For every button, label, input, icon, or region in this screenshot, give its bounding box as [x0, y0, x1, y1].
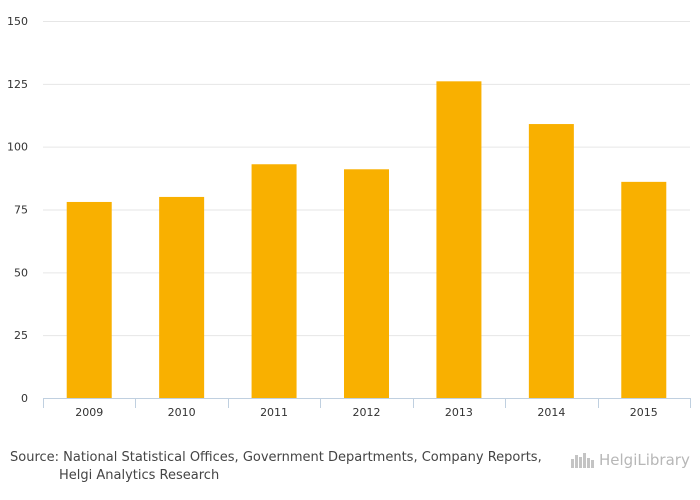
y-tick-label: 125 — [7, 78, 28, 91]
bar-2012 — [344, 169, 389, 398]
bar-2015 — [621, 181, 667, 398]
bar-2013 — [436, 81, 482, 398]
source-line-2: Helgi Analytics Research — [59, 468, 220, 483]
y-tick-label: 0 — [21, 392, 28, 405]
y-tick-label: 150 — [7, 15, 28, 28]
x-axis — [43, 398, 691, 408]
x-tick-label: 2009 — [75, 406, 103, 419]
x-tick-label: 2012 — [353, 406, 381, 419]
helgi-library-logo-icon — [571, 453, 594, 468]
logo-brand-library: Library — [637, 451, 690, 469]
y-tick-label: 25 — [14, 329, 28, 342]
y-axis-tick-labels: 0 25 50 75 100 125 150 — [7, 15, 28, 405]
bar-2014 — [528, 124, 574, 399]
y-tick-label: 50 — [14, 266, 28, 279]
x-tick-label: 2013 — [445, 406, 473, 419]
source-note: Source: National Statistical Offices, Go… — [10, 449, 550, 485]
y-tick-label: 75 — [14, 204, 28, 217]
source-line-1: Source: National Statistical Offices, Go… — [10, 450, 542, 465]
bar-2010 — [159, 196, 205, 398]
bar-chart: 0 25 50 75 100 125 150 2009 2010 2011 2012 2013 201… — [7, 15, 691, 419]
x-tick-label: 2011 — [260, 406, 288, 419]
helgi-library-logo: Helgi Library — [570, 450, 690, 470]
x-tick-label: 2015 — [630, 406, 658, 419]
x-tick-label: 2010 — [168, 406, 196, 419]
x-tick-label: 2014 — [537, 406, 565, 419]
x-axis-tick-labels: 2009 2010 2011 2012 2013 2014 2015 — [75, 406, 658, 419]
bar-2011 — [251, 164, 297, 398]
logo-brand-helgi: Helgi — [599, 451, 638, 469]
y-tick-label: 100 — [7, 141, 28, 154]
bars — [66, 81, 667, 399]
bar-2009 — [66, 201, 112, 398]
